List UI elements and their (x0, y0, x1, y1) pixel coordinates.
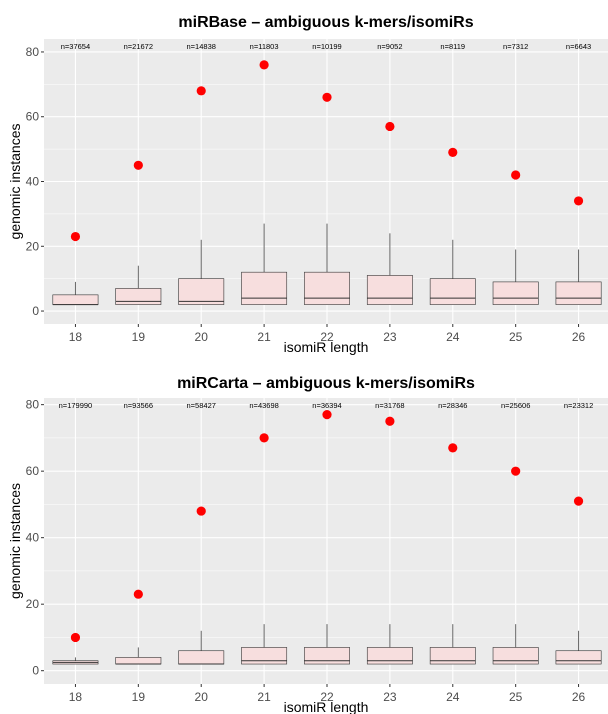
x-tick-label: 23 (383, 690, 397, 704)
y-axis-label: genomic instances (7, 124, 23, 240)
n-count-label: n=6643 (566, 42, 591, 51)
n-count-label: n=37654 (61, 42, 90, 51)
x-tick-label: 20 (195, 690, 209, 704)
box (429, 278, 476, 305)
n-count-label: n=10199 (312, 42, 341, 51)
x-tick-label: 18 (69, 690, 83, 704)
max-point (322, 92, 332, 102)
box (115, 288, 162, 305)
y-tick-label: 0 (32, 304, 39, 318)
max-point (259, 60, 269, 70)
max-point (511, 170, 521, 180)
chart-panel-1: miRBase – ambiguous k-mers/isomiRs 0 20 40 6… (7, 14, 608, 355)
box (366, 275, 413, 305)
x-tick-label: 22 (320, 690, 334, 704)
max-point (196, 506, 206, 516)
box (429, 647, 476, 665)
x-tick-label: 18 (69, 330, 83, 344)
y-tick-label: 40 (26, 175, 40, 189)
n-count-label: n=179990 (59, 401, 93, 410)
x-tick-label: 21 (257, 330, 271, 344)
x-tick-label: 25 (509, 330, 523, 344)
y-tick-label: 40 (26, 531, 40, 545)
n-count-label: n=25606 (501, 401, 530, 410)
x-tick-label: 21 (257, 690, 271, 704)
max-point (133, 589, 143, 599)
n-count-label: n=28346 (438, 401, 467, 410)
x-tick-label: 22 (320, 330, 334, 344)
chart-panel-2: miRCarta – ambiguous k-mers/isomiRs 0 20 40… (7, 375, 608, 714)
max-point (70, 231, 81, 242)
x-axis-label: isomiR length (284, 699, 369, 714)
x-tick-label: 26 (572, 330, 586, 344)
n-count-label: n=31768 (375, 401, 404, 410)
y-tick-label: 20 (26, 239, 40, 253)
chart-title: miRBase – ambiguous k-mers/isomiRs (178, 14, 473, 31)
box (52, 294, 99, 305)
max-point (511, 466, 521, 476)
box (178, 650, 225, 665)
box (492, 281, 539, 305)
x-axis-label: isomiR length (284, 339, 369, 355)
n-count-label: n=21672 (124, 42, 153, 51)
x-tick-label: 25 (509, 690, 523, 704)
y-axis-label: genomic instances (7, 483, 23, 599)
x-tick-label: 19 (132, 330, 146, 344)
x-tick-label: 24 (446, 330, 460, 344)
max-point (448, 443, 458, 453)
n-count-label: n=11803 (250, 42, 279, 51)
max-point (385, 416, 395, 426)
y-tick-label: 80 (26, 45, 40, 59)
box (555, 650, 602, 665)
n-count-label: n=8119 (440, 42, 465, 51)
n-count-label: n=36394 (312, 401, 341, 410)
box (178, 278, 225, 305)
box (241, 647, 288, 665)
n-count-label: n=43698 (249, 401, 278, 410)
max-point (573, 196, 584, 206)
plot-panel (44, 398, 608, 684)
x-tick-label: 26 (572, 690, 586, 704)
box (115, 657, 162, 665)
box (241, 271, 288, 305)
max-point (322, 410, 332, 420)
box (366, 647, 413, 665)
n-count-label: n=23312 (564, 401, 593, 410)
y-tick-label: 60 (26, 110, 40, 124)
n-count-label: n=14838 (187, 42, 216, 51)
n-count-label: n=58427 (187, 401, 216, 410)
max-point (385, 121, 395, 132)
n-count-label: n=93566 (124, 401, 153, 410)
max-point (133, 160, 143, 170)
box (555, 281, 602, 305)
y-tick-label: 20 (26, 597, 40, 611)
y-tick-label: 80 (26, 398, 40, 412)
x-tick-label: 24 (446, 690, 460, 704)
x-tick-label: 23 (383, 330, 397, 344)
max-point (259, 433, 269, 443)
max-point (448, 147, 458, 157)
box (492, 647, 539, 665)
box (304, 271, 350, 305)
n-count-label: n=7312 (503, 42, 528, 51)
max-point (573, 496, 584, 506)
n-count-label: n=9052 (377, 42, 402, 51)
x-tick-label: 20 (195, 330, 209, 344)
x-tick-label: 19 (132, 690, 146, 704)
y-tick-label: 60 (26, 464, 40, 478)
y-tick-label: 0 (32, 664, 39, 678)
chart-title: miRCarta – ambiguous k-mers/isomiRs (177, 375, 475, 392)
max-point (196, 86, 206, 96)
box (304, 647, 350, 665)
max-point (70, 632, 81, 643)
